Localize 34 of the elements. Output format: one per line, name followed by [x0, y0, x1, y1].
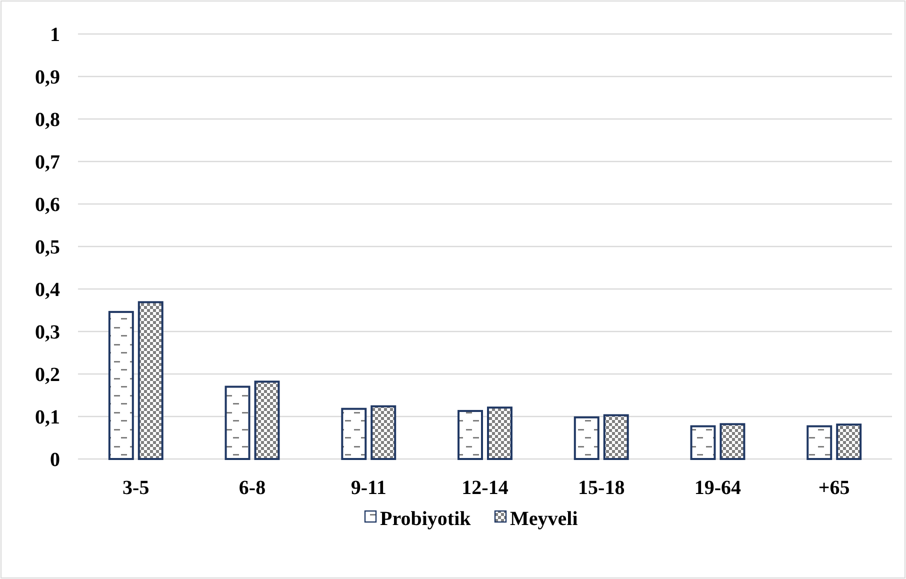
bar — [341, 408, 367, 460]
x-tick-label: 3-5 — [122, 477, 150, 499]
bar — [487, 406, 512, 460]
y-tick-label: 0 — [50, 449, 60, 471]
x-tick-label: 15-18 — [578, 477, 625, 499]
y-tick-label: 0,1 — [35, 406, 60, 428]
y-tick-label: 0,5 — [35, 236, 60, 258]
bar — [108, 310, 134, 460]
y-tick-label: 0,4 — [35, 279, 60, 301]
x-tick-label: 12-14 — [462, 477, 508, 499]
bar — [370, 405, 396, 460]
y-tick-label: 0,2 — [35, 364, 60, 386]
bar — [138, 301, 164, 460]
bar — [224, 386, 250, 460]
bar — [720, 423, 746, 460]
x-tick-label: +65 — [818, 477, 850, 499]
y-tick-label: 1 — [50, 24, 60, 46]
bar — [254, 380, 280, 460]
bar — [458, 410, 483, 460]
y-tick-label: 0,3 — [35, 322, 60, 344]
x-tick-label: 9-11 — [350, 477, 386, 499]
y-tick-label: 0,6 — [35, 194, 60, 216]
y-tick-label: 0,8 — [35, 109, 60, 131]
legend-label: Meyveli — [510, 508, 578, 530]
bar — [574, 416, 600, 460]
bar — [603, 414, 629, 460]
legend-label: Probiyotik — [380, 508, 472, 530]
x-tick-label: 19-64 — [694, 477, 742, 499]
bar — [690, 425, 716, 460]
y-tick-label: 0,7 — [35, 152, 60, 174]
y-tick-label: 0,9 — [35, 66, 60, 88]
x-tick-label: 6-8 — [238, 477, 266, 499]
bar — [836, 424, 862, 460]
bar — [806, 425, 832, 460]
